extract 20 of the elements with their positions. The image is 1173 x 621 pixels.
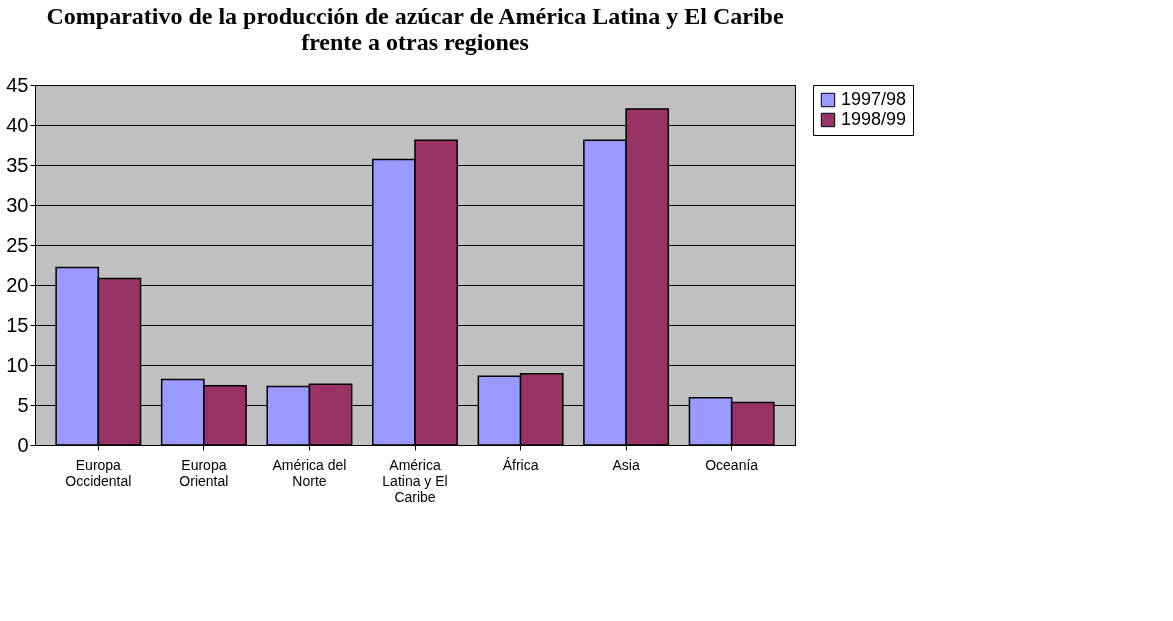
y-tick-label: 30 (6, 193, 29, 216)
x-tick-label: Europa Oriental (179, 456, 229, 489)
y-tick-label: 45 (6, 73, 29, 96)
y-tick-label: 20 (6, 273, 29, 296)
x-tick-label: Oceanía (705, 456, 759, 473)
y-tick-label: 40 (6, 113, 29, 136)
y-tick-label: 10 (6, 353, 29, 376)
y-tick-label: 35 (6, 153, 29, 176)
x-tick-label: África (502, 456, 539, 473)
y-tick-label: 15 (6, 313, 29, 336)
x-tick-label: América Latina y El Caribe (382, 456, 448, 505)
chart-title: Comparativo de la producción de azúcar de América Latina y El Caribe frente a otras regiones (46, 3, 784, 55)
y-tick-label: 0 (17, 433, 29, 456)
legend-label: 1998/99 (841, 109, 907, 129)
x-tick-label: América del Norte (272, 456, 347, 489)
legend-label: 1997/98 (841, 89, 907, 109)
y-tick-label: 5 (17, 393, 29, 416)
y-tick-label: 25 (6, 233, 29, 256)
x-tick-label: Europa Occidental (65, 456, 132, 489)
x-tick-label: Asia (612, 456, 640, 473)
